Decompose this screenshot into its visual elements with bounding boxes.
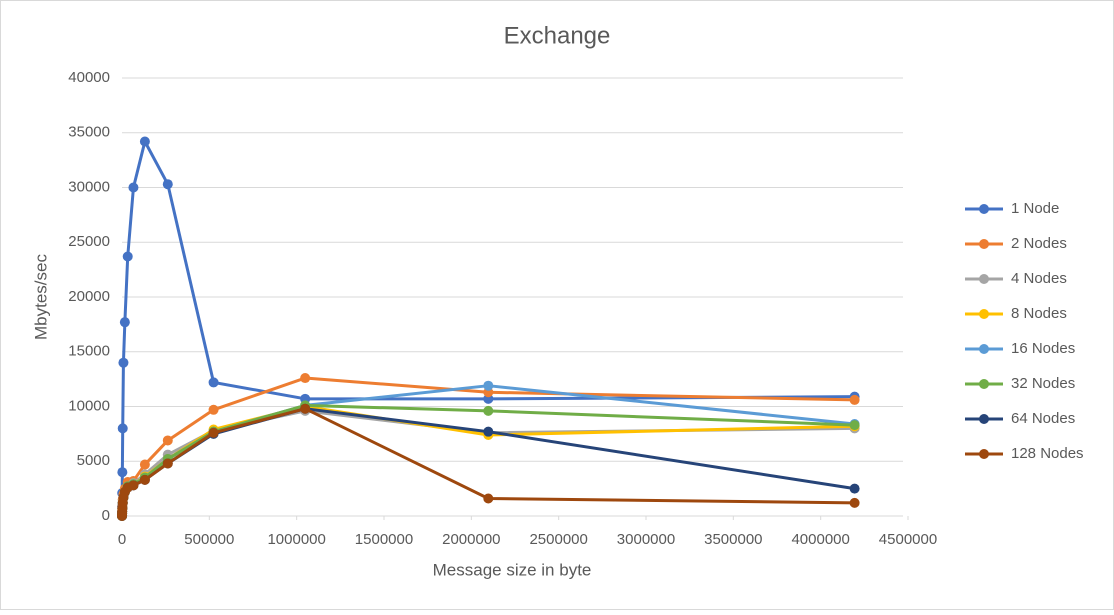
data-point xyxy=(162,179,173,190)
data-point xyxy=(849,394,860,405)
legend-marker xyxy=(979,379,989,389)
data-point xyxy=(139,459,150,470)
data-point xyxy=(208,377,219,388)
data-point xyxy=(483,493,494,504)
y-axis-title: Mbytes/sec xyxy=(31,254,50,340)
x-axis-title: Message size in byte xyxy=(433,560,592,579)
data-point xyxy=(119,317,130,328)
y-tick-label: 35000 xyxy=(68,124,110,141)
data-point xyxy=(483,426,494,437)
legend-marker xyxy=(979,449,989,459)
x-tick-label: 2000000 xyxy=(442,531,500,548)
x-tick-label: 3000000 xyxy=(617,531,675,548)
legend-label: 2 Nodes xyxy=(1011,235,1067,252)
legend-label: 64 Nodes xyxy=(1011,410,1075,427)
x-tick-label: 500000 xyxy=(184,531,234,548)
y-tick-label: 30000 xyxy=(68,178,110,195)
data-point xyxy=(849,420,860,431)
data-point xyxy=(117,423,128,434)
legend-marker xyxy=(979,309,989,319)
legend-label: 8 Nodes xyxy=(1011,305,1067,322)
x-tick-label: 1000000 xyxy=(267,531,325,548)
legend-marker xyxy=(979,204,989,214)
x-tick-label: 4500000 xyxy=(879,531,937,548)
y-tick-label: 40000 xyxy=(68,69,110,86)
chart-title: Exchange xyxy=(504,22,611,49)
legend-marker xyxy=(979,414,989,424)
data-point xyxy=(162,458,173,469)
data-point xyxy=(122,251,133,262)
legend-marker xyxy=(979,344,989,354)
data-point xyxy=(483,380,494,391)
data-point xyxy=(300,403,311,414)
data-point xyxy=(139,474,150,485)
x-tick-label: 3500000 xyxy=(704,531,762,548)
data-point xyxy=(117,467,128,478)
x-tick-label: 0 xyxy=(118,531,126,548)
data-point xyxy=(139,136,150,147)
data-point xyxy=(849,497,860,508)
legend-label: 16 Nodes xyxy=(1011,340,1075,357)
y-tick-label: 20000 xyxy=(68,288,110,305)
legend-label: 32 Nodes xyxy=(1011,375,1075,392)
data-point xyxy=(208,427,219,438)
data-point xyxy=(118,357,129,368)
data-point xyxy=(483,405,494,416)
y-tick-label: 5000 xyxy=(77,452,110,469)
data-point xyxy=(128,182,139,193)
legend-marker xyxy=(979,239,989,249)
x-tick-label: 2500000 xyxy=(529,531,587,548)
legend-label: 1 Node xyxy=(1011,200,1059,217)
data-point xyxy=(162,435,173,446)
y-tick-label: 0 xyxy=(102,507,110,524)
x-tick-label: 4000000 xyxy=(791,531,849,548)
data-point xyxy=(849,483,860,494)
data-point xyxy=(300,373,311,384)
x-tick-label: 1500000 xyxy=(355,531,413,548)
data-point xyxy=(208,404,219,415)
data-point xyxy=(128,480,139,491)
y-tick-label: 15000 xyxy=(68,343,110,360)
y-tick-label: 10000 xyxy=(68,397,110,414)
legend-label: 128 Nodes xyxy=(1011,445,1084,462)
legend-label: 4 Nodes xyxy=(1011,270,1067,287)
legend-marker xyxy=(979,274,989,284)
y-tick-label: 25000 xyxy=(68,233,110,250)
